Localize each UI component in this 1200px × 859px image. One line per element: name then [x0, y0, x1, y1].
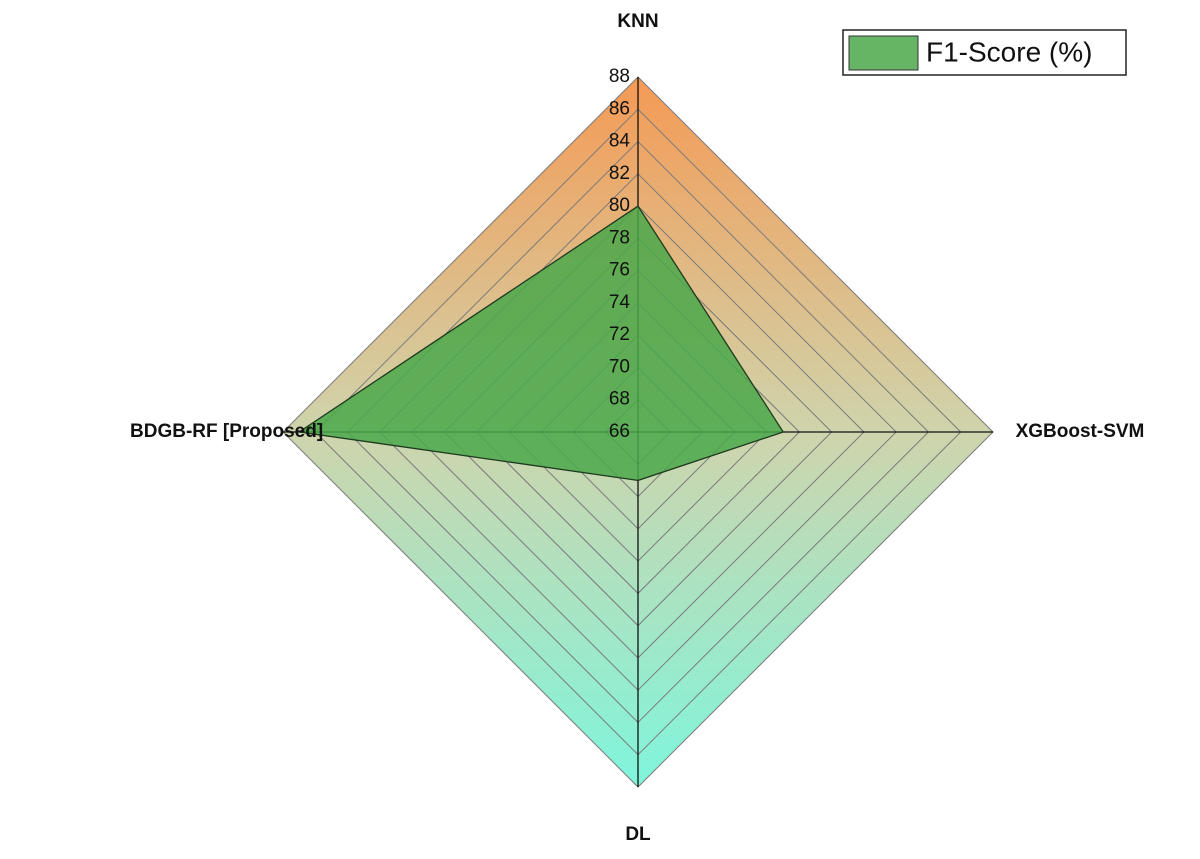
r-tick-label: 66 — [609, 421, 630, 442]
category-label: XGBoost-SVM — [1016, 421, 1145, 442]
category-label: BDGB-RF [Proposed] — [130, 421, 323, 442]
r-tick-label: 86 — [609, 98, 630, 119]
r-tick-label: 72 — [609, 324, 630, 345]
series-area — [297, 205, 785, 482]
r-tick-label: 82 — [609, 163, 630, 184]
r-tick-label: 74 — [609, 292, 631, 313]
r-tick-label: 68 — [609, 389, 630, 410]
r-tick-label: 88 — [609, 66, 630, 87]
category-label: KNN — [617, 11, 658, 32]
r-tick-label: 70 — [609, 356, 630, 377]
category-label: DL — [625, 824, 651, 845]
r-tick-label: 80 — [609, 195, 630, 216]
r-tick-label: 84 — [609, 131, 631, 152]
legend-swatch — [848, 35, 919, 71]
r-tick-label: 76 — [609, 260, 630, 281]
legend-label: F1-Score (%) — [926, 36, 1092, 67]
r-tick-label: 78 — [609, 227, 630, 248]
